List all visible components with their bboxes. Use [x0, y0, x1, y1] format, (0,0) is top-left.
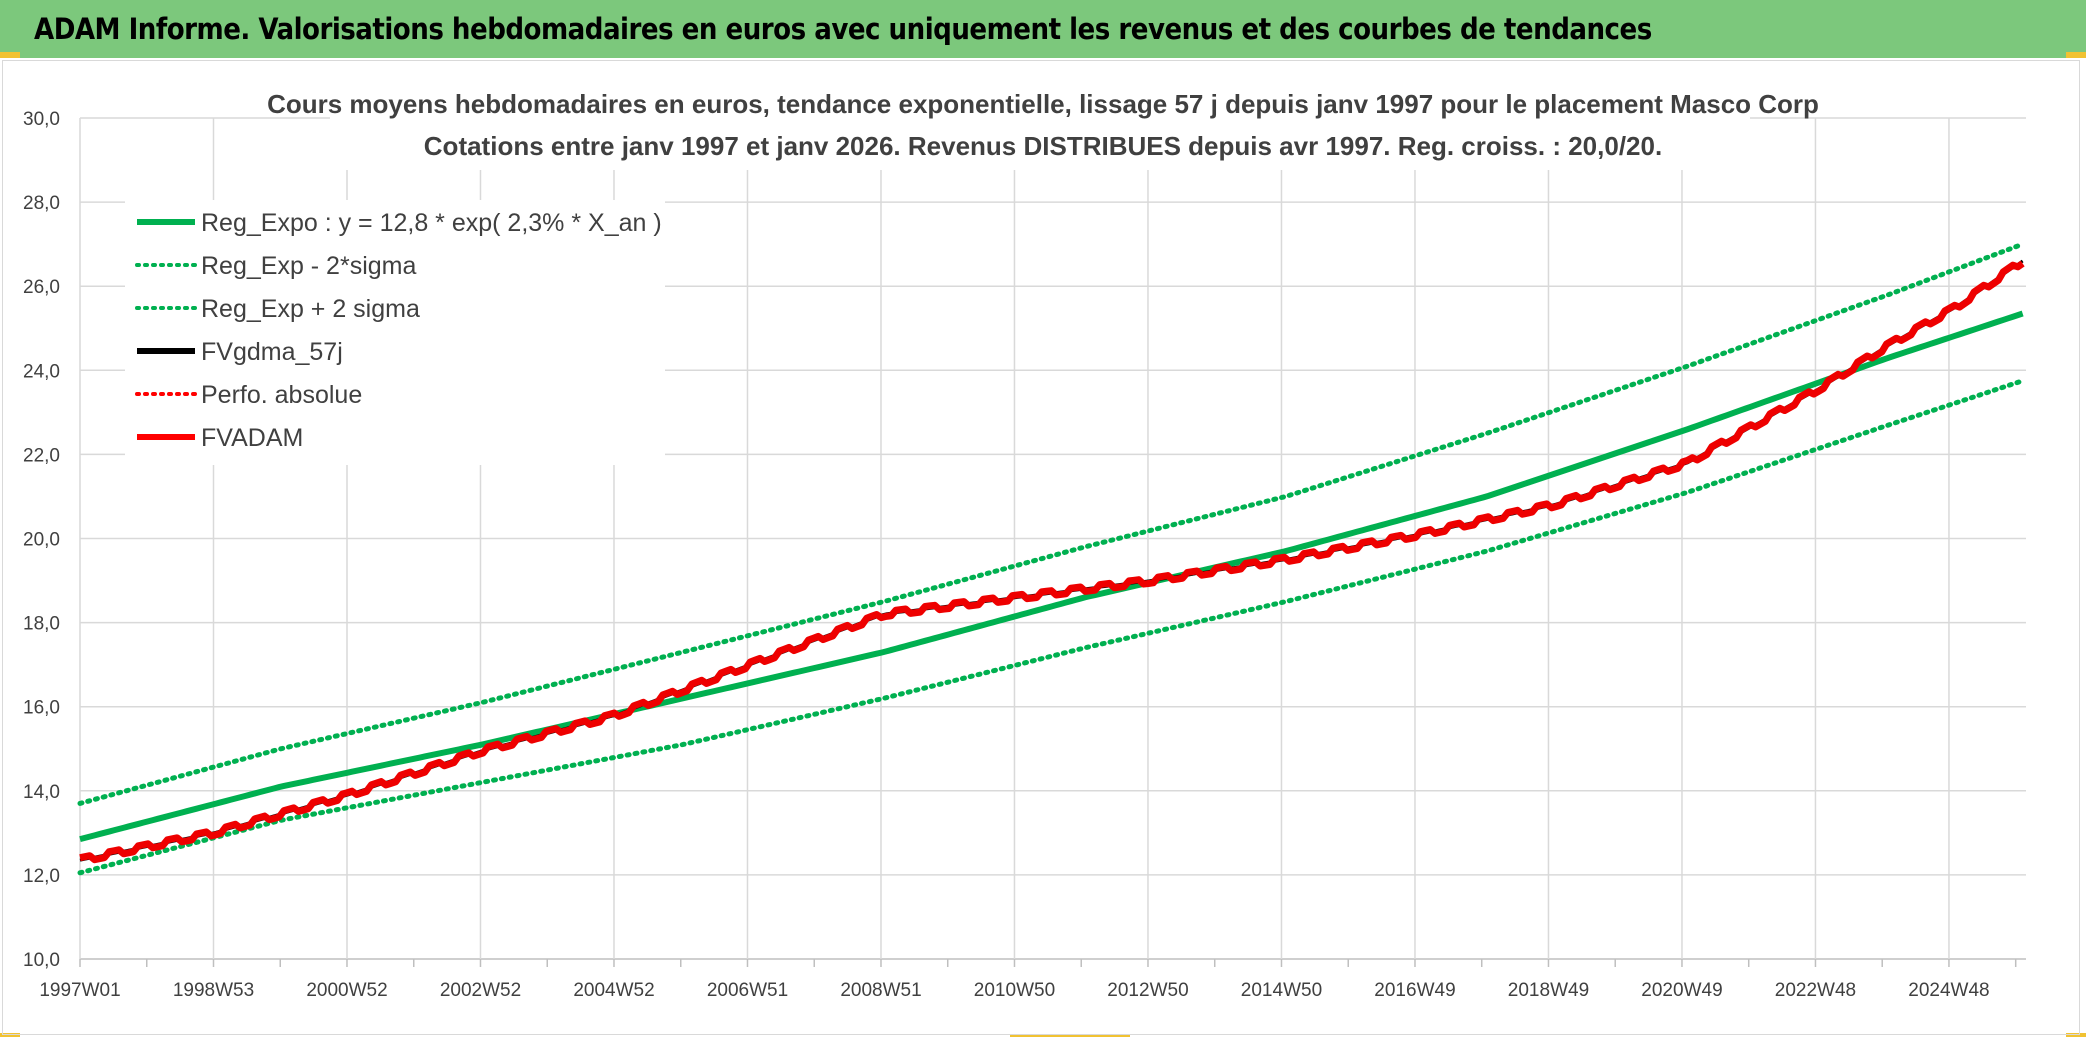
- legend-label: FVADAM: [201, 424, 303, 452]
- x-tick-label: 2024W48: [1908, 980, 1989, 1001]
- x-tick-label: 2022W48: [1775, 980, 1856, 1001]
- x-tick-label: 2014W50: [1241, 980, 1322, 1001]
- y-tick-label: 18,0: [23, 614, 60, 635]
- corner-marker-top-right: [2066, 52, 2086, 58]
- y-tick-label: 26,0: [23, 277, 60, 298]
- y-tick-label: 14,0: [23, 782, 60, 803]
- x-tick-label: 2004W52: [573, 980, 654, 1001]
- legend-background: [125, 200, 665, 465]
- y-tick-label: 24,0: [23, 361, 60, 382]
- reg-expo-line: [77, 241, 2026, 806]
- y-tick-label: 10,0: [23, 950, 60, 971]
- x-tick-label: 2010W50: [974, 980, 1055, 1001]
- x-tick-label: 2008W51: [840, 980, 921, 1001]
- x-tick-label: 2020W49: [1641, 980, 1722, 1001]
- legend-label: Perfo. absolue: [201, 381, 362, 409]
- corner-marker-top-left: [0, 52, 20, 58]
- x-tick-label: 2012W50: [1107, 980, 1188, 1001]
- y-tick-label: 22,0: [23, 445, 60, 466]
- x-tick-label: 2018W49: [1508, 980, 1589, 1001]
- fvadam-line: [79, 260, 2025, 864]
- y-tick-label: 16,0: [23, 698, 60, 719]
- corner-marker-bottom-left: [0, 1033, 20, 1037]
- chart-frame: [2, 60, 2080, 1035]
- reg-minus-2-sigma-line: [79, 310, 2024, 843]
- corner-marker-bottom-middle: [1010, 1034, 1130, 1037]
- page-title: ADAM Informe. Valorisations hebdomadaire…: [34, 12, 1652, 46]
- y-tick-label: 12,0: [23, 866, 60, 887]
- page-title-banner: ADAM Informe. Valorisations hebdomadaire…: [0, 0, 2086, 58]
- x-tick-label: 2006W51: [707, 980, 788, 1001]
- reg-plus-2-sigma-line: [77, 378, 2026, 876]
- legend-label: Reg_Expo : y = 12,8 * exp( 2,3% * X_an ): [201, 209, 662, 237]
- x-tick-label: 1997W01: [39, 980, 120, 1001]
- x-tick-label: 1998W53: [173, 980, 254, 1001]
- y-tick-label: 30,0: [23, 109, 60, 130]
- legend-label: Reg_Exp - 2*sigma: [201, 252, 416, 280]
- corner-marker-bottom-right: [2066, 1033, 2086, 1037]
- chart-title-background: [330, 84, 1750, 170]
- y-tick-label: 20,0: [23, 530, 60, 551]
- x-tick-label: 2000W52: [306, 980, 387, 1001]
- chart-title-line: Cotations entre janv 1997 et janv 2026. …: [424, 131, 1662, 161]
- legend-label: Reg_Exp + 2 sigma: [201, 295, 420, 323]
- y-tick-label: 28,0: [23, 193, 60, 214]
- x-tick-label: 2002W52: [440, 980, 521, 1001]
- legend-label: FVgdma_57j: [201, 338, 343, 366]
- chart-title-line: Cours moyens hebdomadaires en euros, ten…: [267, 89, 1819, 119]
- x-tick-label: 2016W49: [1374, 980, 1455, 1001]
